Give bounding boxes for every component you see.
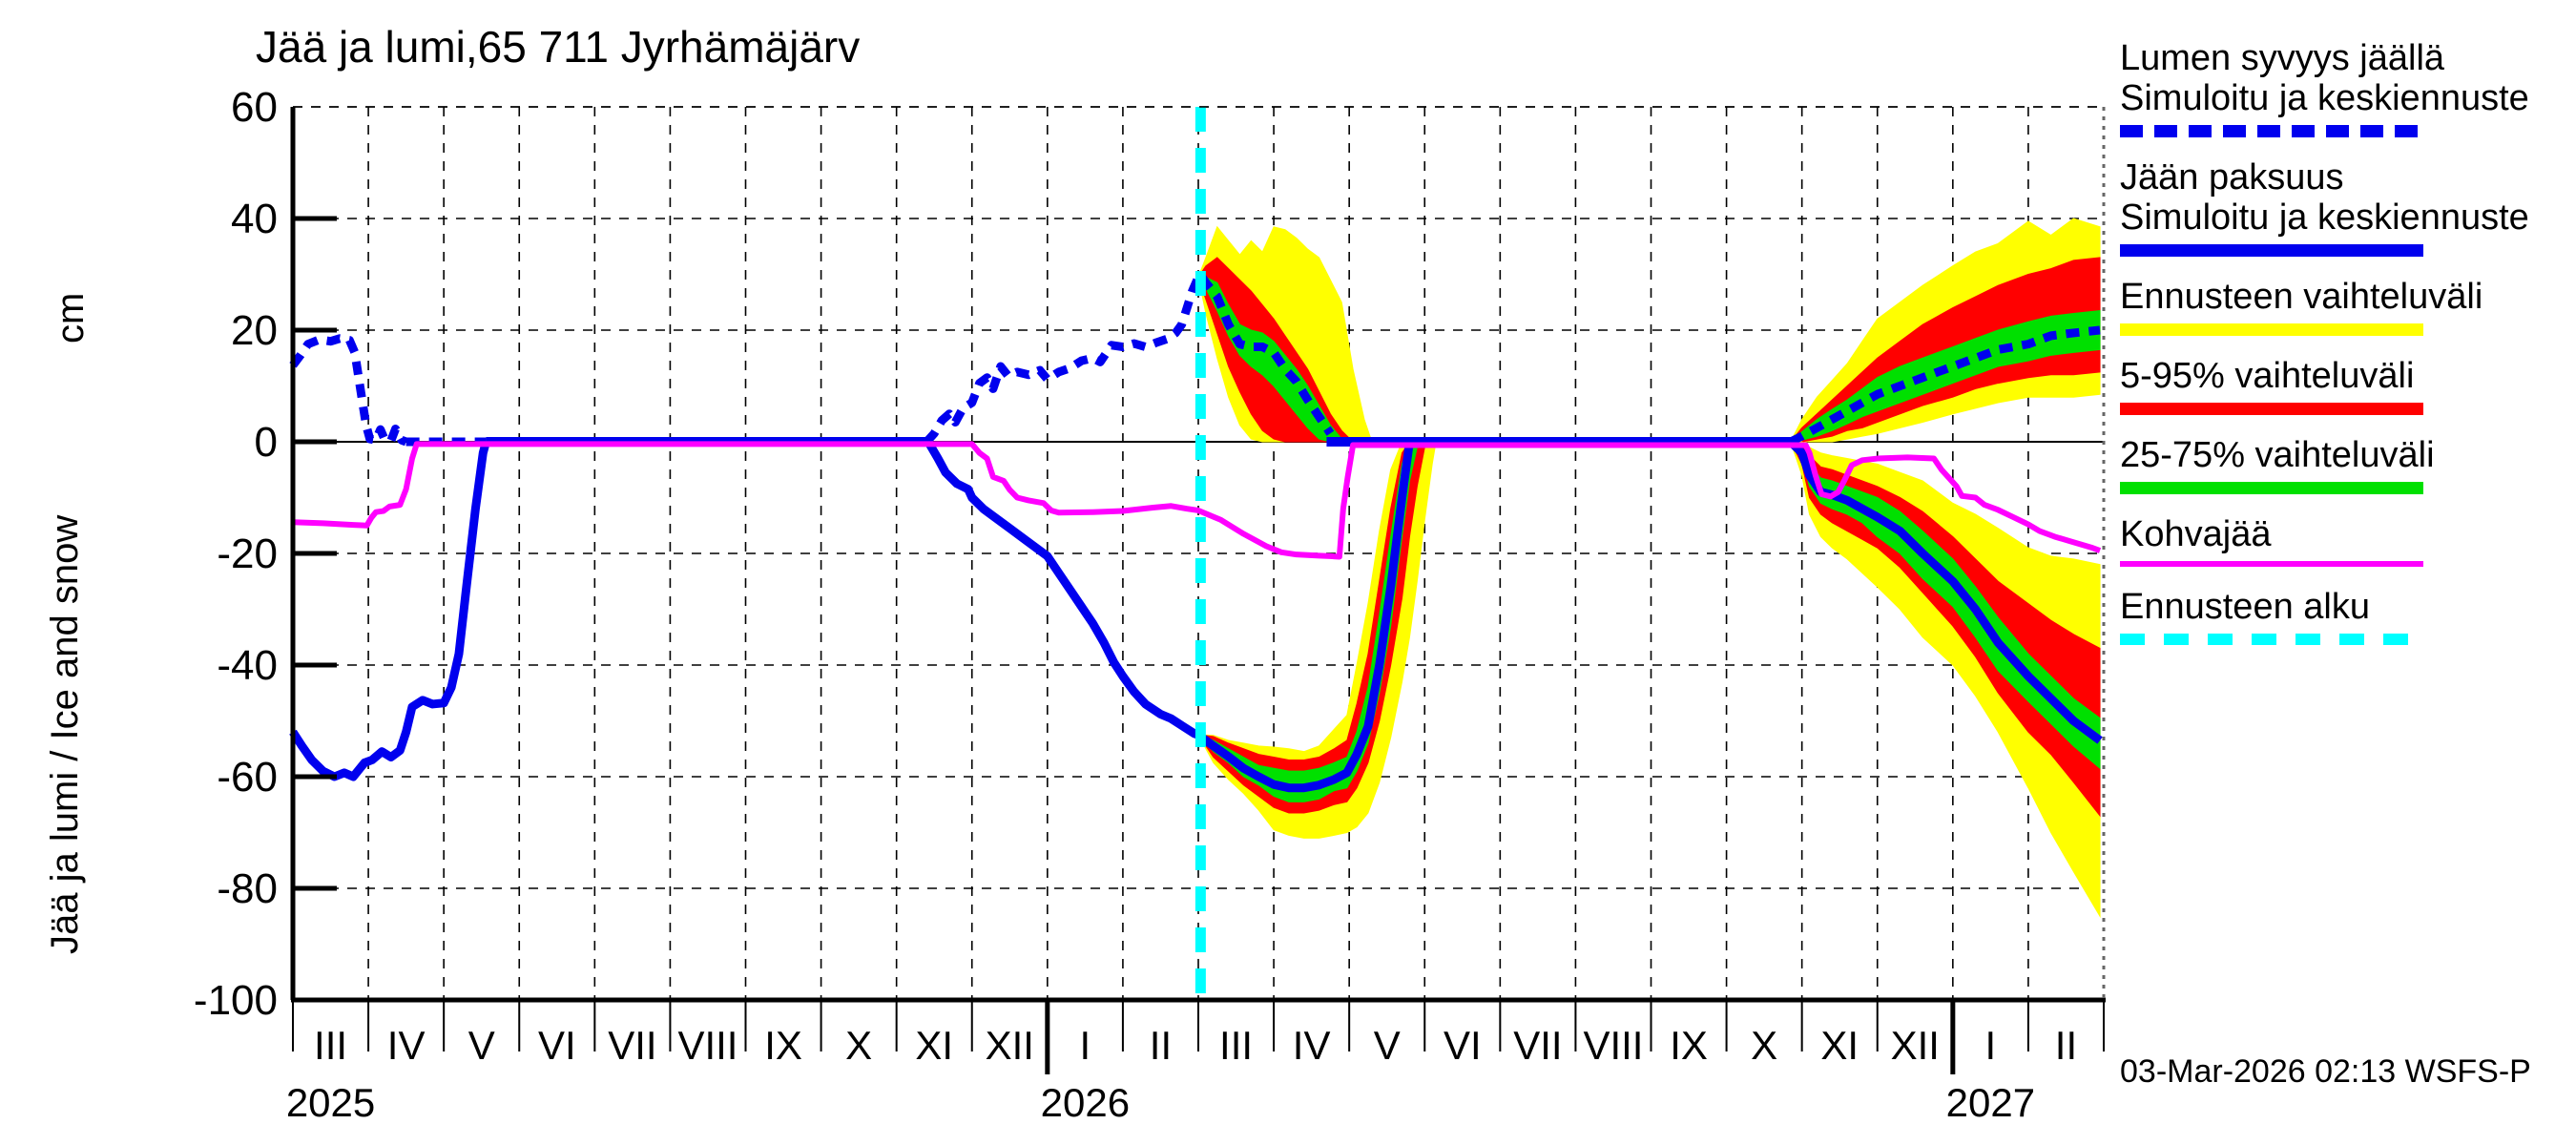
legend-swatch-kohvajaa (2120, 561, 2423, 567)
line-w1-ice-median-forecast (1195, 441, 1414, 793)
x-month-label: V (468, 1023, 495, 1068)
legend-item-ice-thickness: Jään paksuus Simuloitu ja keskiennuste (2120, 157, 2529, 257)
x-month-label: III (314, 1023, 347, 1068)
line-snow-simulated-winter-2025-26 (923, 270, 1205, 446)
timestamp: 03-Mar-2026 02:13 WSFS-P (2120, 1053, 2531, 1090)
x-month-label: VI (538, 1023, 576, 1068)
y-tick-label: 60 (231, 84, 278, 131)
page-title: Jää ja lumi,65 711 Jyrhämäjärv (256, 22, 861, 72)
legend-swatch-forecast-start (2120, 634, 2423, 645)
x-month-label: X (1751, 1023, 1777, 1068)
legend-swatch-snow-depth-on-ice (2120, 125, 2423, 137)
x-month-label: I (1985, 1023, 1997, 1068)
legend-item-label: 5-95% vaihteluväli (2120, 356, 2415, 396)
x-month-label: II (1150, 1023, 1172, 1068)
x-year-label: 2027 (1946, 1080, 2035, 1125)
legend-item-forecast-range: Ennusteen vaihteluväli (2120, 277, 2483, 336)
x-month-label: VII (1513, 1023, 1562, 1068)
legend-item-label: Jään paksuus (2120, 157, 2344, 198)
x-month-label: VII (608, 1023, 656, 1068)
legend-item-label: Ennusteen vaihteluväli (2120, 277, 2483, 317)
y-tick-label: 0 (255, 419, 278, 466)
x-month-label: VIII (677, 1023, 737, 1068)
x-year-label: 2026 (1041, 1080, 1130, 1125)
legend-swatch-ice-thickness (2120, 244, 2423, 257)
y-tick-label: 40 (231, 196, 278, 242)
band-w2-ice-band-25-75 (1789, 440, 2101, 770)
legend-item-range-25-75: 25-75% vaihteluväli (2120, 435, 2454, 494)
x-month-label: IX (764, 1023, 802, 1068)
legend-item-range-5-95: 5-95% vaihteluväli (2120, 356, 2454, 415)
legend-item-snow-depth-on-ice: Lumen syvyys jäällä Simuloitu ja keskienn… (2120, 38, 2529, 137)
legend-swatch-range-5-95 (2120, 403, 2423, 415)
x-month-label: IV (387, 1023, 426, 1068)
x-month-label: XI (1820, 1023, 1859, 1068)
legend: Lumen syvyys jäällä Simuloitu ja keskienn… (2120, 38, 2529, 665)
legend-item-label: 25-75% vaihteluväli (2120, 435, 2435, 475)
x-month-label: VIII (1583, 1023, 1643, 1068)
x-month-label: XI (915, 1023, 953, 1068)
x-month-label: I (1080, 1023, 1091, 1068)
legend-item-label: Ennusteen alku (2120, 587, 2370, 627)
band-w1-snow-band-5-95 (1197, 257, 1372, 443)
line-kohvajaa-line (292, 441, 2102, 560)
legend-item-label: Lumen syvyys jäällä (2120, 38, 2445, 78)
x-month-label: V (1374, 1023, 1401, 1068)
line-ice-simulated-winter-2025-26 (924, 439, 1200, 739)
legend-item-forecast-start: Ennusteen alku (2120, 587, 2454, 645)
line-ice-simulated-spring-2025 (289, 440, 490, 781)
y-tick-label: 20 (231, 307, 278, 354)
y-tick-label: -40 (217, 642, 278, 689)
y-tick-label: -100 (194, 977, 278, 1024)
x-month-label: IV (1293, 1023, 1331, 1068)
x-year-label: 2025 (286, 1080, 375, 1125)
x-month-label: VI (1444, 1023, 1482, 1068)
y-tick-label: -60 (217, 754, 278, 801)
x-month-label: IX (1670, 1023, 1708, 1068)
x-month-label: X (845, 1023, 872, 1068)
band-w1-ice-band-5-95 (1196, 441, 1437, 814)
legend-swatch-forecast-range (2120, 323, 2423, 336)
line-w1-snow-median-forecast (1198, 274, 1335, 436)
legend-item-kohvajaa: Kohvajää (2120, 514, 2454, 567)
y-tick-label: -80 (217, 865, 278, 912)
x-month-label: III (1219, 1023, 1253, 1068)
legend-item-label: Simuloitu ja keskiennuste (2120, 198, 2529, 238)
y-tick-label: -20 (217, 531, 278, 577)
legend-swatch-range-25-75 (2120, 482, 2423, 494)
x-month-label: II (2055, 1023, 2077, 1068)
band-w1-snow-band-25-75 (1197, 276, 1372, 443)
legend-item-label: Kohvajää (2120, 514, 2272, 554)
x-month-label: XII (986, 1023, 1034, 1068)
x-month-label: XII (1891, 1023, 1940, 1068)
legend-item-label: Simuloitu ja keskiennuste (2120, 78, 2529, 118)
line-snow-simulated-spring-2025 (289, 334, 408, 447)
